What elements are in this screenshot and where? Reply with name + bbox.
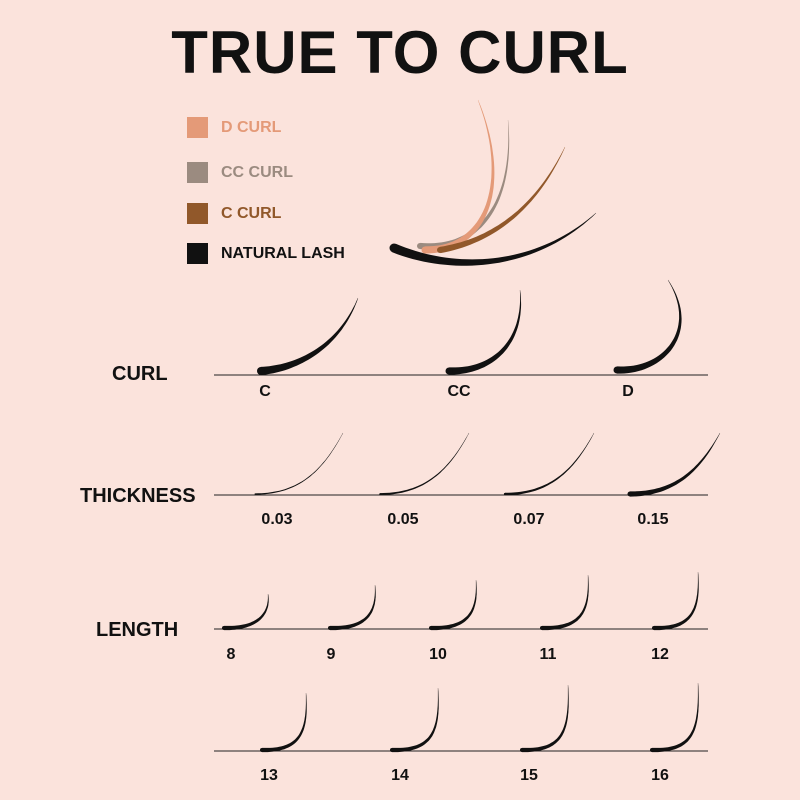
lash-length-3-base — [540, 626, 544, 630]
curl-label-cc: CC — [447, 383, 471, 400]
lash-length-7-base — [520, 748, 524, 752]
lash-length-7 — [522, 685, 569, 753]
lash-curl-c-base — [257, 367, 265, 375]
hero-cc-curl-lash-base — [417, 243, 423, 249]
lash-thickness-3-base — [627, 491, 633, 497]
lash-curl-d-base — [613, 366, 621, 374]
thickness-label: 0.03 — [261, 511, 293, 528]
hero-d-curl-lash — [425, 99, 495, 254]
lash-length-5-base — [260, 748, 264, 752]
lash-thickness-2-base — [503, 492, 507, 496]
length-label: 16 — [651, 767, 669, 784]
lash-length-2 — [431, 580, 477, 631]
lash-curl-d — [616, 279, 682, 374]
length-label: 10 — [429, 646, 447, 663]
length-label: 12 — [651, 646, 669, 663]
lash-curl-c — [260, 297, 359, 376]
lash-thickness-0 — [255, 432, 344, 495]
hero-c-curl-lash-base — [437, 247, 443, 253]
legend-natural-lash: NATURAL LASH — [187, 243, 345, 264]
legend-cc-curl: CC CURL — [187, 162, 293, 183]
lash-length-8-base — [650, 748, 654, 752]
lash-thickness-0-base — [254, 493, 256, 495]
lash-length-4-base — [652, 626, 656, 630]
thickness-label: 0.05 — [387, 511, 419, 528]
swatch-c-curl — [187, 203, 208, 224]
lash-curl-cc — [448, 290, 522, 375]
hero-natural-lash — [392, 212, 597, 266]
legend-c-curl: C CURL — [187, 203, 281, 224]
curl-label-c: C — [259, 383, 271, 400]
lash-length-8 — [652, 683, 699, 753]
curl-label-d: D — [622, 383, 634, 400]
row-label-curl: CURL — [112, 363, 168, 385]
hero-d-curl-lash-base — [421, 246, 429, 254]
lash-thickness-2 — [505, 432, 595, 496]
swatch-d-curl — [187, 117, 208, 138]
hero-c-curl-lash — [439, 146, 566, 254]
thickness-label: 0.15 — [637, 511, 669, 528]
lash-thickness-3 — [630, 432, 721, 497]
lash-length-1-base — [328, 626, 332, 630]
lash-length-3 — [542, 575, 589, 631]
hero-cc-curl-lash — [419, 120, 510, 250]
lash-length-6-base — [390, 748, 394, 752]
lash-thickness-1 — [380, 432, 470, 495]
lash-length-2-base — [429, 626, 433, 630]
swatch-natural-lash — [187, 243, 208, 264]
thickness-label: 0.07 — [513, 511, 545, 528]
length-label: 11 — [539, 646, 557, 663]
legend-label: D CURL — [221, 118, 282, 136]
row-label-thickness: THICKNESS — [80, 485, 196, 507]
length-label: 13 — [260, 767, 278, 784]
lash-length-0 — [224, 594, 269, 631]
lash-length-1 — [330, 585, 376, 631]
page-title: TRUE TO CURL — [171, 19, 629, 86]
lash-thickness-1-base — [379, 493, 381, 495]
legend-label: NATURAL LASH — [221, 244, 345, 262]
lash-curl-cc-base — [445, 367, 453, 375]
legend-d-curl: D CURL — [187, 117, 281, 138]
row-label-length: LENGTH — [96, 619, 179, 641]
legend-label: C CURL — [221, 204, 282, 222]
length-label: 14 — [391, 767, 409, 784]
hero-natural-lash-base — [389, 243, 399, 253]
swatch-cc-curl — [187, 162, 208, 183]
length-label: 8 — [226, 646, 236, 663]
lash-length-4 — [654, 572, 699, 631]
lash-length-5 — [262, 693, 307, 753]
length-label: 15 — [520, 767, 538, 784]
lash-length-6 — [392, 688, 439, 753]
length-label: 9 — [326, 646, 336, 663]
legend-label: CC CURL — [221, 163, 293, 181]
lash-length-0-base — [222, 626, 226, 630]
